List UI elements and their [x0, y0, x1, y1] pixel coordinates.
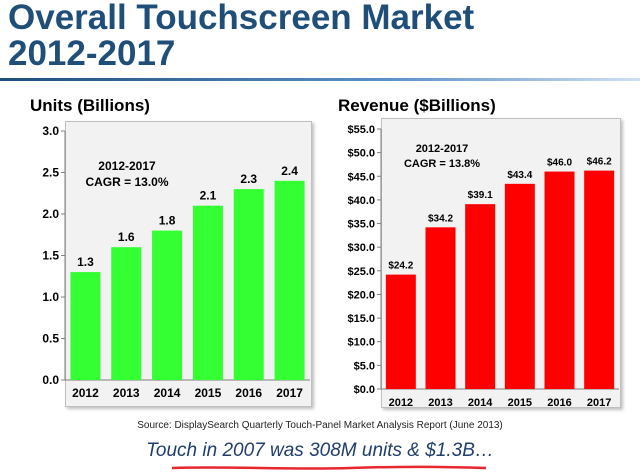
units-x-tick-label: 2016: [235, 386, 262, 400]
units-y-tick-label: 2.0: [42, 207, 59, 221]
revenue-y-tick-label: $5.0: [354, 360, 375, 372]
units-bar: [152, 230, 183, 380]
units-data-label: 2.3: [240, 172, 257, 186]
revenue-bar: [544, 171, 575, 389]
revenue-y-tick-label: $50.0: [347, 148, 375, 160]
revenue-x-tick-label: 2016: [547, 397, 571, 409]
revenue-x-tick-label: 2013: [428, 397, 452, 409]
revenue-chart-area: [381, 118, 621, 408]
footer-note: Touch in 2007 was 308M units & $1.3B…: [146, 440, 494, 461]
units-x-tick-label: 2017: [276, 386, 303, 400]
revenue-y-tick-label: $20.0: [347, 289, 375, 301]
units-y-tick-label: 2.5: [42, 166, 59, 180]
units-bar: [274, 180, 305, 380]
units-bar: [70, 272, 101, 380]
revenue-x-tick-label: 2014: [468, 397, 493, 409]
revenue-y-tick-label: $25.0: [347, 266, 375, 278]
units-data-label: 2.4: [281, 164, 298, 178]
revenue-y-tick-label: $30.0: [347, 242, 375, 254]
units-x-tick-label: 2013: [113, 386, 140, 400]
revenue-y-tick-label: $55.0: [347, 124, 375, 136]
units-y-tick-label: 3.0: [42, 124, 59, 138]
footer-underline: [171, 465, 487, 470]
revenue-bar: [385, 274, 416, 389]
units-data-label: 2.1: [200, 189, 217, 203]
revenue-x-tick-label: 2012: [389, 397, 413, 409]
units-bar: [233, 189, 264, 380]
units-x-tick-label: 2012: [72, 386, 99, 400]
revenue-cagr-label: 2012-2017: [416, 143, 469, 155]
revenue-y-tick-label: $15.0: [347, 313, 375, 325]
units-data-label: 1.6: [118, 230, 135, 244]
units-y-tick-label: 1.5: [42, 249, 59, 263]
units-cagr-label: 2012-2017: [98, 159, 156, 173]
page-title: Overall Touchscreen Market 2012-2017: [8, 0, 568, 72]
revenue-y-tick-label: $0.0: [354, 384, 375, 396]
revenue-data-label: $43.4: [507, 170, 532, 181]
units-data-label: 1.3: [77, 255, 94, 269]
revenue-data-label: $46.2: [587, 157, 612, 168]
units-y-tick-label: 1.0: [42, 290, 59, 304]
title-divider: [0, 78, 640, 81]
revenue-y-tick-label: $35.0: [347, 219, 375, 231]
revenue-data-label: $46.0: [547, 158, 572, 169]
source-note: Source: DisplaySearch Quarterly Touch-Pa…: [137, 420, 503, 431]
units-cagr-value: CAGR = 13.0%: [85, 175, 168, 189]
revenue-bar: [504, 183, 535, 389]
revenue-bar: [465, 204, 496, 389]
units-y-tick-label: 0.5: [42, 332, 59, 346]
title-line-1: Overall Touchscreen Market: [8, 0, 475, 37]
units-bar: [192, 205, 223, 380]
revenue-chart-title: Revenue ($Billions): [338, 96, 496, 115]
revenue-y-tick-label: $45.0: [347, 171, 375, 183]
revenue-bar: [425, 227, 456, 389]
revenue-data-label: $34.2: [428, 213, 453, 224]
revenue-x-tick-label: 2015: [508, 397, 532, 409]
revenue-y-tick-label: $10.0: [347, 337, 375, 349]
units-y-tick-label: 0.0: [42, 373, 59, 387]
revenue-y-tick-label: $40.0: [347, 195, 375, 207]
units-x-tick-label: 2014: [154, 386, 181, 400]
revenue-cagr-value: CAGR = 13.8%: [404, 158, 480, 170]
revenue-data-label: $39.1: [468, 190, 493, 201]
units-bar: [111, 247, 142, 380]
title-line-2: 2012-2017: [8, 34, 176, 73]
revenue-bar: [584, 170, 615, 389]
units-data-label: 1.8: [159, 214, 176, 228]
revenue-x-tick-label: 2017: [587, 397, 611, 409]
units-x-tick-label: 2015: [195, 386, 222, 400]
units-chart-title: Units (Billions): [30, 96, 150, 115]
revenue-data-label: $24.2: [388, 261, 413, 272]
